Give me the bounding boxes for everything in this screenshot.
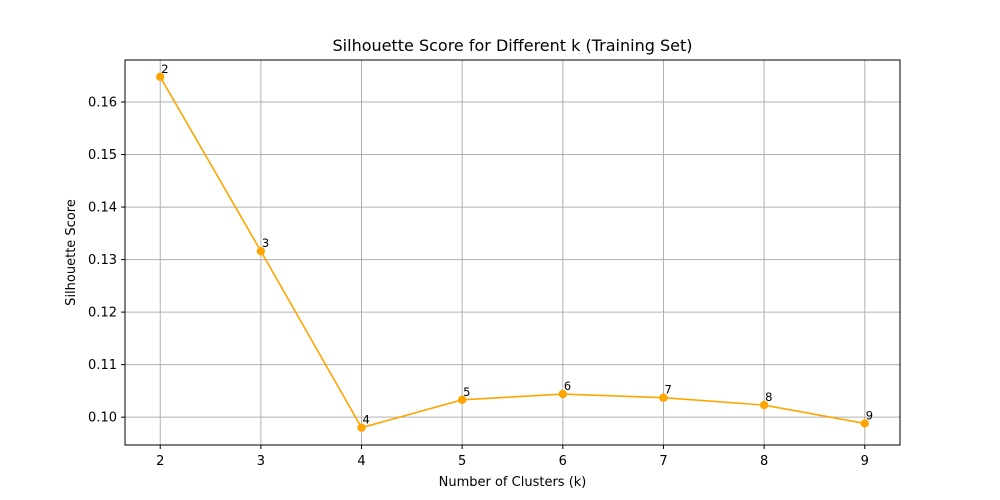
x-tick-label: 9	[861, 454, 869, 469]
x-tick-label: 8	[760, 454, 768, 469]
plot-frame	[124, 59, 901, 446]
y-tick-label: 0.11	[88, 358, 117, 373]
grid-lines	[125, 60, 900, 445]
data-point	[860, 419, 869, 428]
data-point	[659, 393, 668, 402]
x-tick-label: 3	[257, 454, 265, 469]
x-tick-label: 7	[659, 454, 667, 469]
data-point-label: 2	[161, 62, 168, 76]
y-axis-label: Silhouette Score	[64, 199, 79, 306]
data-point	[457, 395, 467, 405]
y-tick-label: 0.14	[88, 201, 117, 216]
data-point-label: 7	[664, 383, 671, 397]
chart-title: Silhouette Score for Different k (Traini…	[333, 36, 693, 55]
data-point-label: 9	[866, 408, 873, 422]
series-layer: 2 3 4 5 6 7 8 9	[156, 62, 873, 432]
y-tick-label: 0.16	[88, 96, 117, 111]
x-tick-label: 2	[156, 454, 164, 469]
data-point-label: 4	[363, 413, 370, 427]
y-tick-label: 0.15	[88, 148, 117, 163]
data-point-label: 8	[765, 390, 772, 404]
data-point-label: 3	[262, 236, 269, 250]
data-point	[256, 246, 266, 256]
data-point	[357, 423, 366, 432]
y-tick-label: 0.12	[88, 306, 117, 321]
x-tick-label: 6	[559, 454, 567, 469]
y-tick-label: 0.10	[88, 411, 117, 426]
series-line	[159, 76, 865, 429]
axis-ticks: 2 3 4 5 6 7 8 9 0.10 0.11 0.12 0.13 0.14 0.15 0.16	[88, 96, 869, 469]
x-tick-label: 5	[458, 454, 466, 469]
data-point-label: 5	[463, 385, 470, 399]
y-tick-label: 0.13	[88, 253, 117, 268]
data-point-label: 6	[564, 379, 571, 393]
x-tick-label: 4	[357, 454, 365, 469]
data-point	[759, 400, 769, 410]
data-point	[558, 389, 568, 399]
data-point	[156, 72, 165, 82]
x-axis-label: Number of Clusters (k)	[439, 475, 587, 490]
